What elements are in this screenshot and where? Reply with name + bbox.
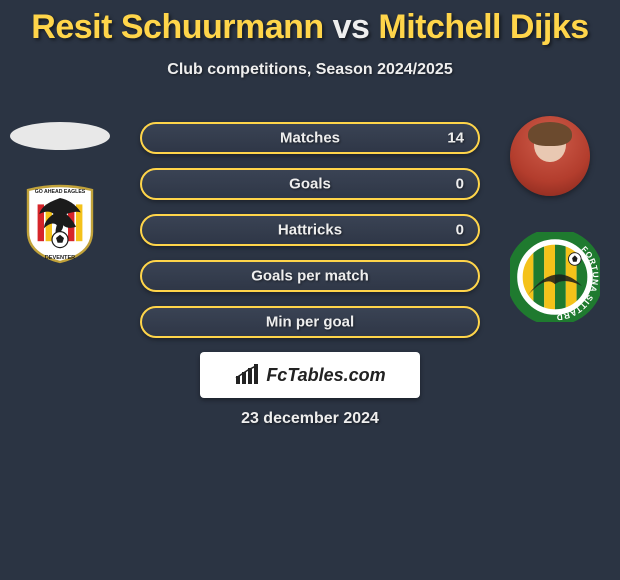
stat-row-matches: Matches 14 <box>140 122 480 154</box>
crest-right: FORTUNA SITTARD <box>510 232 600 322</box>
title-player-left: Resit Schuurmann <box>31 8 323 46</box>
page-title: Resit Schuurmann vs Mitchell Dijks <box>0 0 620 47</box>
player-left-photo <box>10 122 110 150</box>
stat-row-hattricks: Hattricks 0 <box>140 214 480 246</box>
bar-chart-icon <box>234 364 260 386</box>
stat-right-value: 14 <box>447 130 464 147</box>
date-line: 23 december 2024 <box>0 410 620 428</box>
stat-row-goals: Goals 0 <box>140 168 480 200</box>
site-badge[interactable]: FcTables.com <box>200 352 420 398</box>
svg-text:GO AHEAD EAGLES: GO AHEAD EAGLES <box>35 189 86 195</box>
stats-block: Matches 14 Goals 0 Hattricks 0 Goals per… <box>140 122 480 352</box>
stat-label: Matches <box>142 130 478 147</box>
stat-right-value: 0 <box>456 176 464 193</box>
player-right-photo <box>510 116 590 196</box>
subtitle: Club competitions, Season 2024/2025 <box>0 61 620 79</box>
stat-label: Goals <box>142 176 478 193</box>
stat-row-min-per-goal: Min per goal <box>140 306 480 338</box>
stat-label: Hattricks <box>142 222 478 239</box>
stat-label: Goals per match <box>142 268 478 285</box>
stat-label: Min per goal <box>142 314 478 331</box>
title-player-right: Mitchell Dijks <box>378 8 588 46</box>
title-vs: vs <box>324 8 379 46</box>
stat-row-goals-per-match: Goals per match <box>140 260 480 292</box>
stat-right-value: 0 <box>456 222 464 239</box>
crest-left: GO AHEAD EAGLES DEVENTER <box>20 180 100 264</box>
svg-text:DEVENTER: DEVENTER <box>45 255 75 261</box>
site-badge-text: FcTables.com <box>266 365 385 386</box>
